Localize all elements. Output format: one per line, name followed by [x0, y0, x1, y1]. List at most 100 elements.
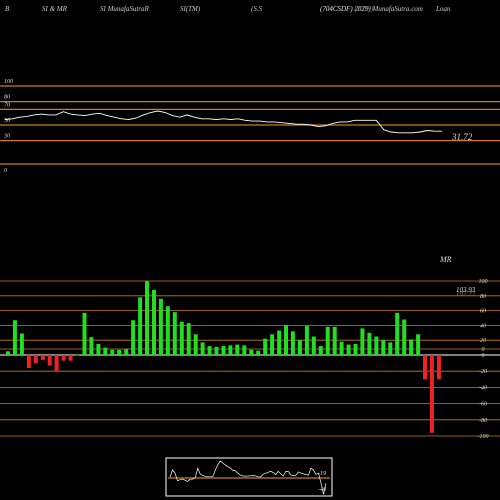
mrsi-level-label: 60 — [480, 309, 486, 315]
header-col-7: Loan — [436, 5, 451, 13]
mrsi-level-label: -60 — [479, 402, 487, 408]
mrsi-title: MR — [439, 255, 452, 264]
mrsi-level-label: 80 — [480, 294, 486, 300]
mrsi-level-label: -100 — [478, 434, 489, 440]
mrsi-bar — [374, 336, 379, 355]
header-col-6-overlap: (704CSDF) (2029) — [320, 5, 374, 13]
mrsi-bar — [263, 338, 268, 355]
mrsi-bar — [311, 336, 316, 355]
mrsi-value-label-2: 102.?? — [456, 290, 476, 298]
mrsi-level-labels: 100 80 60 40 20 00 -20 -40 -60 -80 -100 — [478, 279, 489, 440]
header-col-4: SI(TM) — [180, 5, 201, 13]
header-col-6: (704CSDF) 2029) MunafaSutra.com — [320, 5, 423, 13]
mrsi-bar — [131, 320, 136, 355]
mrsi-bar — [68, 355, 73, 361]
mrsi-bar — [96, 343, 101, 355]
rsi-level-label: 0 — [4, 168, 7, 174]
rsi-level-label: 80 — [4, 95, 10, 101]
mrsi-bars — [6, 281, 441, 433]
mrsi-bar — [89, 337, 94, 355]
mrsi-bar — [395, 312, 400, 355]
mrsi-bar — [40, 355, 45, 360]
mrsi-bar — [284, 325, 288, 355]
mrsi-bar — [353, 343, 358, 355]
mrsi-bar — [242, 345, 247, 355]
mrsi-bar — [103, 347, 108, 355]
mrsi-bar — [110, 349, 115, 355]
mrsi-bar — [54, 355, 59, 372]
mrsi-bar — [124, 349, 129, 355]
mrsi-bar — [228, 345, 233, 355]
rsi-series-line — [4, 110, 442, 134]
mrsi-bar — [221, 346, 226, 355]
chart-header: B SI & MR SI MunafaSutraR SI(TM) (S.S (7… — [0, 0, 500, 16]
mrsi-bar — [214, 346, 219, 355]
mrsi-bar — [200, 342, 205, 355]
mrsi-bar — [26, 355, 31, 368]
mrsi-level-label: 20 — [480, 338, 486, 344]
mrsi-bar — [360, 328, 365, 355]
mrsi-bar — [172, 312, 177, 355]
mrsi-bar — [423, 355, 427, 380]
mrsi-bar — [304, 326, 309, 355]
rsi-last-value-label: 31.72 — [451, 132, 473, 142]
rsi-level-lines — [0, 85, 500, 165]
mrsi-bar — [325, 326, 330, 355]
mrsi-bar — [249, 349, 254, 355]
mrsi-bar — [19, 333, 24, 355]
mrsi-bar — [388, 342, 393, 355]
mrsi-bar — [346, 344, 351, 355]
mrsi-bar — [193, 334, 198, 355]
mrsi-bar — [75, 354, 80, 356]
mrsi-bar — [117, 349, 122, 355]
mrsi-bar — [270, 334, 275, 355]
mrsi-bar — [402, 319, 407, 355]
rsi-level-label: 50 — [4, 118, 10, 124]
mrsi-level-label: -20 — [479, 369, 487, 375]
header-col-5: (S.S — [251, 5, 263, 13]
mrsi-level-label: 0 — [482, 353, 485, 359]
mrsi-bar — [179, 321, 184, 355]
header-col-1: B — [5, 5, 10, 13]
mrsi-bar — [82, 312, 87, 355]
mrsi-bar — [33, 355, 38, 364]
mrsi-level-label: 40 — [480, 322, 486, 329]
mrsi-bar — [436, 355, 441, 380]
mrsi-value-label-1: 103.93 — [456, 286, 476, 294]
header-col-2: SI & MR — [42, 5, 67, 13]
mrsi-level-label: -80 — [479, 418, 487, 424]
mini-chart-line — [169, 460, 327, 495]
rsi-level-label: 70 — [4, 102, 10, 108]
mrsi-bar — [235, 344, 240, 355]
mrsi-bar — [290, 331, 295, 355]
mrsi-bar — [145, 281, 149, 355]
mrsi-bar — [297, 340, 302, 355]
header-col-3: SI MunafaSutraR — [100, 5, 149, 13]
mrsi-bar — [332, 326, 337, 355]
mrsi-level-label: 0 — [482, 347, 485, 353]
mini-label-top: -19 — [318, 471, 326, 477]
mrsi-level-label: 100 — [479, 279, 488, 285]
mrsi-bar — [138, 297, 143, 355]
mini-label-bottom: -40 — [318, 486, 326, 493]
mrsi-bar — [6, 351, 10, 355]
mrsi-bar — [409, 339, 414, 355]
mrsi-bar — [12, 320, 17, 355]
mrsi-bar — [61, 355, 66, 361]
mrsi-bar — [165, 306, 170, 355]
mrsi-bar — [186, 323, 191, 355]
mrsi-bar — [318, 346, 323, 355]
rsi-level-label: 100 — [4, 79, 13, 85]
mrsi-bar — [207, 346, 212, 355]
mrsi-bar — [158, 298, 163, 355]
mrsi-bar — [367, 332, 372, 355]
rsi-level-label: 30 — [3, 134, 10, 140]
mrsi-bar — [381, 340, 386, 355]
mini-chart-frame — [165, 457, 333, 497]
mrsi-bar — [47, 355, 52, 366]
mrsi-bar — [152, 289, 156, 355]
